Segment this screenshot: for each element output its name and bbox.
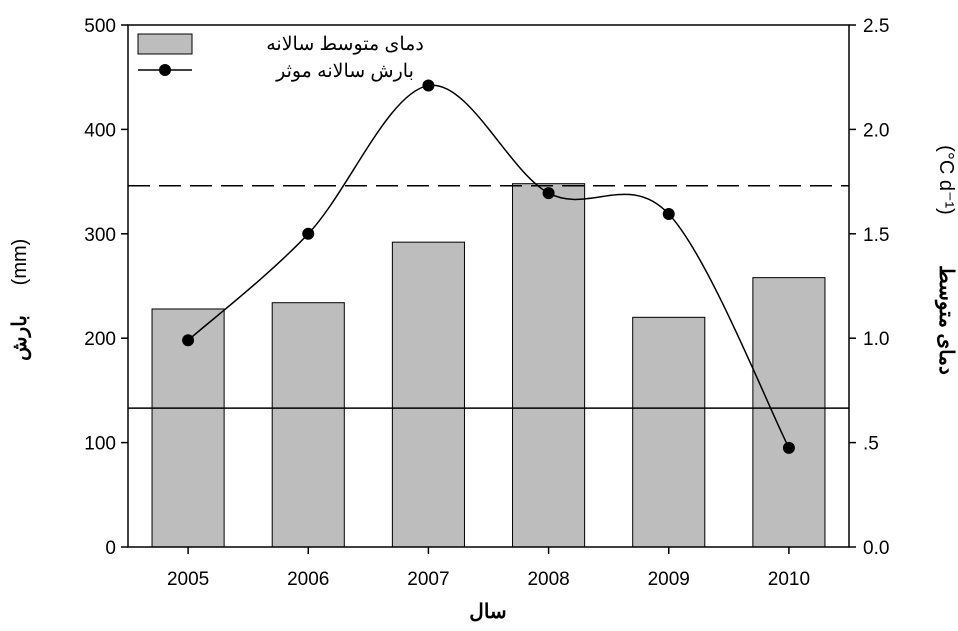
plot-frame xyxy=(127,24,850,548)
left-tick-label: 500 xyxy=(84,16,116,37)
left-axis-ticks: 0 100 200 300 400 500 xyxy=(84,16,128,559)
point-2006 xyxy=(302,227,315,240)
x-tick-label: 2009 xyxy=(648,569,690,590)
left-tick-label: 200 xyxy=(84,329,116,350)
right-tick-label: .5 xyxy=(863,434,879,455)
line-series xyxy=(182,79,795,454)
point-2007 xyxy=(422,79,435,92)
left-tick-label: 0 xyxy=(105,538,116,559)
left-axis-unit: (mm) xyxy=(9,239,31,286)
right-tick-label: 1.5 xyxy=(863,225,889,246)
right-tick-label: 0.0 xyxy=(863,538,889,559)
legend-line-label: بارش سالانه موثر xyxy=(275,61,414,82)
bar-2007 xyxy=(391,241,465,548)
x-tick-label: 2008 xyxy=(527,569,569,590)
bar-2006 xyxy=(271,302,345,548)
left-tick-label: 300 xyxy=(84,225,116,246)
legend: دمای متوسط سالانه بارش سالانه موثر xyxy=(137,33,424,82)
left-tick-label: 100 xyxy=(84,434,116,455)
bar-2010 xyxy=(752,277,826,548)
right-axis-ticks: 0.0 .5 1.0 1.5 2.0 2.5 xyxy=(849,16,889,559)
x-axis-ticks: 2005 2006 2007 2008 2009 2010 xyxy=(167,547,810,590)
bar-series xyxy=(151,183,826,548)
reference-lines xyxy=(128,185,849,409)
point-2009 xyxy=(662,207,675,220)
point-2010 xyxy=(782,441,795,454)
x-tick-label: 2007 xyxy=(407,569,449,590)
bar-2009 xyxy=(632,316,706,548)
point-2005 xyxy=(182,334,195,347)
bar-2008 xyxy=(512,183,586,548)
right-tick-label: 1.0 xyxy=(863,329,889,350)
left-axis-label: بارش xyxy=(9,315,32,361)
point-2008 xyxy=(542,187,555,200)
right-axis-unit: (°C d⁻¹) xyxy=(935,145,957,215)
right-tick-label: 2.0 xyxy=(863,120,889,141)
x-axis-label: سال xyxy=(469,601,506,623)
right-axis-label: دمای متوسط xyxy=(934,265,957,375)
x-tick-label: 2005 xyxy=(167,569,209,590)
legend-bar-label: دمای متوسط سالانه xyxy=(266,34,424,55)
x-tick-label: 2006 xyxy=(287,569,329,590)
legend-line-marker xyxy=(159,64,171,76)
legend-bar-swatch xyxy=(137,33,193,55)
x-tick-label: 2010 xyxy=(768,569,810,590)
bar-2005 xyxy=(151,308,225,548)
left-tick-label: 400 xyxy=(84,120,116,141)
right-tick-label: 2.5 xyxy=(863,16,889,37)
